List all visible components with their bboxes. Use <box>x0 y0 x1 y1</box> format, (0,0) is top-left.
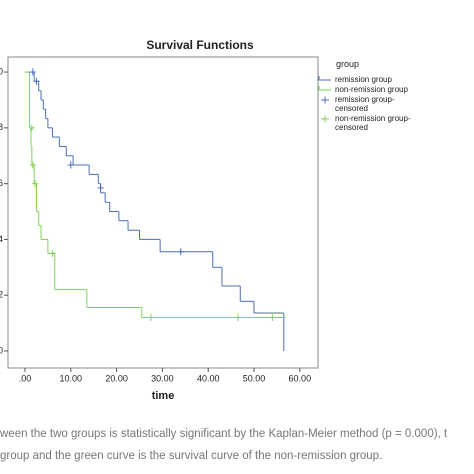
x-tick-label: 50.00 <box>243 373 266 383</box>
censor-mark <box>28 124 35 132</box>
legend-swatch <box>318 76 331 81</box>
legend-label: non-remission group-censored <box>335 114 411 132</box>
y-tick-label: 1.0 <box>0 66 3 76</box>
legend-swatch <box>318 86 331 91</box>
censor-mark <box>32 180 39 188</box>
x-tick-label: 30.00 <box>151 373 174 383</box>
censor-mark <box>177 248 184 256</box>
legend: group remission group non-remission group… <box>318 60 438 133</box>
y-tick-label: .4 <box>0 234 3 244</box>
x-tick-label: .00 <box>19 373 32 383</box>
x-tick-label: 60.00 <box>289 373 312 383</box>
caption-line: ween the two groups is statistically sig… <box>0 428 448 440</box>
censor-mark <box>29 161 36 169</box>
x-tick-label: 10.00 <box>60 373 83 383</box>
chart: Survival Functions time .00 10.00 20.00 30.… <box>0 38 319 402</box>
legend-label: remission group <box>335 75 392 84</box>
y-tick-label: .2 <box>0 290 3 300</box>
legend-marker <box>321 96 329 104</box>
legend-marker <box>321 115 329 123</box>
censor-mark <box>29 68 36 76</box>
legend-item: remission group-censored <box>318 95 438 113</box>
y-tick-label: .0 <box>0 345 3 355</box>
censor-mark <box>49 249 56 257</box>
legend-swatch <box>321 115 329 123</box>
legend-marker <box>318 86 331 91</box>
x-tick-label: 20.00 <box>105 373 128 383</box>
legend-label: non-remission group <box>335 85 408 94</box>
caption-line: group and the green curve is the surviva… <box>0 450 383 462</box>
legend-item: remission group <box>318 75 438 84</box>
censor-mark <box>269 314 276 322</box>
legend-item: non-remission group-censored <box>318 114 438 132</box>
censor-mark <box>67 161 74 169</box>
legend-label: remission group-censored <box>335 95 395 113</box>
y-tick-label: .8 <box>0 122 3 132</box>
x-axis-label: time <box>152 390 175 402</box>
plot-frame <box>7 56 319 369</box>
legend-marker <box>318 76 331 81</box>
censor-mark <box>33 77 40 85</box>
legend-item: non-remission group <box>318 85 438 94</box>
censor-mark <box>97 184 104 192</box>
y-tick-label: .6 <box>0 178 3 188</box>
censor-mark <box>147 314 154 322</box>
censor-mark <box>234 314 241 322</box>
chart-title: Survival Functions <box>146 38 254 52</box>
x-tick-label: 40.00 <box>197 373 220 383</box>
legend-swatch <box>321 96 329 104</box>
legend-title: group <box>336 59 360 69</box>
